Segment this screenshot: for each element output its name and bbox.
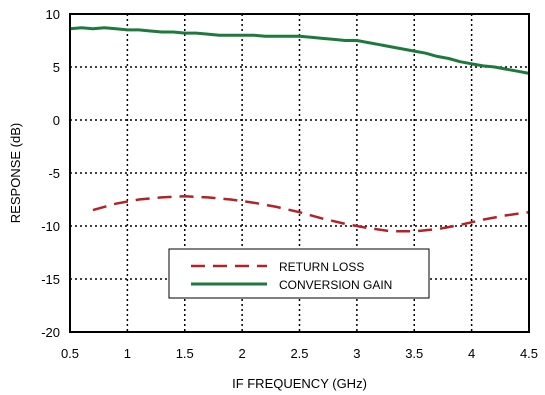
legend: RETURN LOSS CONVERSION GAIN <box>168 248 430 299</box>
x-axis-label: IF FREQUENCY (GHz) <box>232 376 367 391</box>
y-tick-label-5: 5 <box>53 60 60 75</box>
legend-label-return-loss: RETURN LOSS <box>279 260 364 274</box>
x-tick-label-3-5: 3.5 <box>405 346 423 361</box>
y-tick-label-neg10: -10 <box>41 219 60 234</box>
x-tick-label-2: 2 <box>239 346 246 361</box>
y-tick-label-neg20: -20 <box>41 325 60 340</box>
x-tick-label-3: 3 <box>353 346 360 361</box>
series-line-return-loss <box>92 195 530 233</box>
y-tick-label-neg5: -5 <box>48 166 60 181</box>
legend-label-conversion-gain: CONVERSION GAIN <box>279 278 392 292</box>
tick-labels: 0.5 1 1.5 2 2.5 3 3.5 4 4.5 10 5 0 -5 -10 -15 -20 <box>41 7 538 361</box>
y-axis-label: RESPONSE (dB) <box>8 123 23 223</box>
x-tick-label-0-5: 0.5 <box>61 346 79 361</box>
y-tick-label-0: 0 <box>53 113 60 128</box>
series-line-conversion-gain <box>69 26 530 75</box>
x-tick-label-1-5: 1.5 <box>176 346 194 361</box>
y-tick-label-neg15: -15 <box>41 272 60 287</box>
x-tick-label-4: 4 <box>468 346 475 361</box>
legend-box <box>168 248 430 299</box>
x-tick-label-2-5: 2.5 <box>290 346 308 361</box>
series-layer <box>69 26 530 233</box>
plot-frame <box>69 13 530 333</box>
y-tick-label-10: 10 <box>46 7 60 22</box>
x-tick-label-1: 1 <box>124 346 131 361</box>
x-tick-label-4-5: 4.5 <box>520 346 538 361</box>
